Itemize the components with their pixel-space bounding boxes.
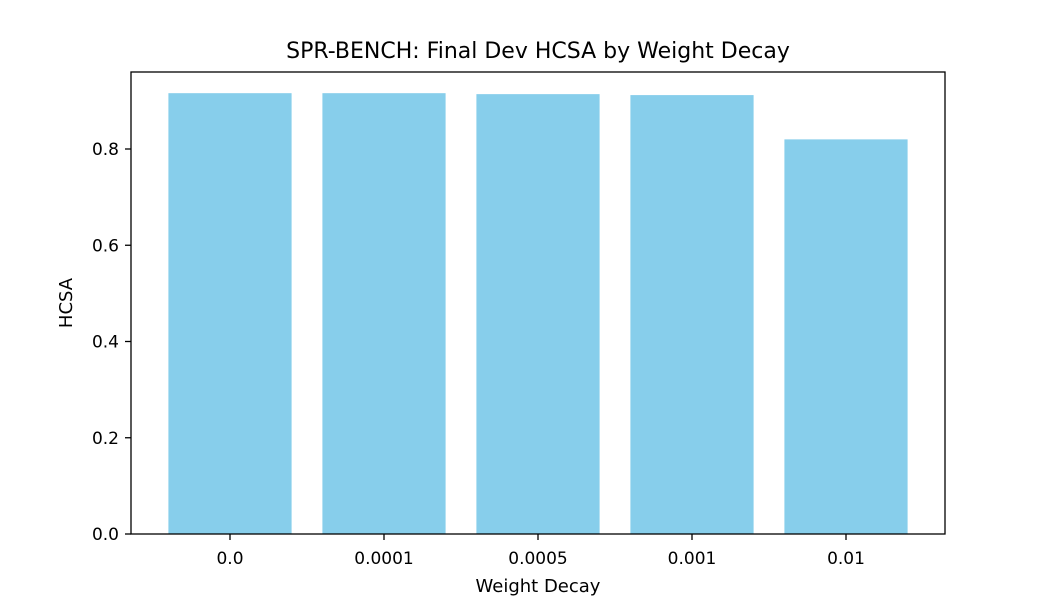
x-axis-label: Weight Decay <box>476 576 601 597</box>
x-tick-label: 0.0005 <box>508 549 567 569</box>
bar-0.0005 <box>476 94 600 534</box>
x-tick-label: 0.0 <box>216 549 243 569</box>
x-tick-label: 0.01 <box>827 549 865 569</box>
bars-group <box>168 93 908 535</box>
y-tick-label: 0.8 <box>92 140 119 160</box>
y-tick-label: 0.4 <box>92 333 119 353</box>
x-tick-label: 0.001 <box>668 549 717 569</box>
y-tick-label: 0.2 <box>92 429 119 449</box>
y-tick-label: 0.0 <box>92 525 119 545</box>
y-tick-label: 0.6 <box>92 236 119 256</box>
x-tick-label: 0.0001 <box>354 549 413 569</box>
plot-frame <box>130 71 946 535</box>
bar-0.001 <box>630 95 754 534</box>
chart-title: SPR-BENCH: Final Dev HCSA by Weight Deca… <box>286 39 790 64</box>
bar-0.0001 <box>322 93 446 535</box>
y-axis-label: HCSA <box>56 277 77 328</box>
x-axis: 0.0 0.0001 0.0005 0.001 0.01 <box>216 534 865 569</box>
bar-0.01 <box>784 139 908 534</box>
y-axis: 0.0 0.2 0.4 0.6 0.8 <box>92 140 131 545</box>
bar-0.0 <box>168 93 292 535</box>
